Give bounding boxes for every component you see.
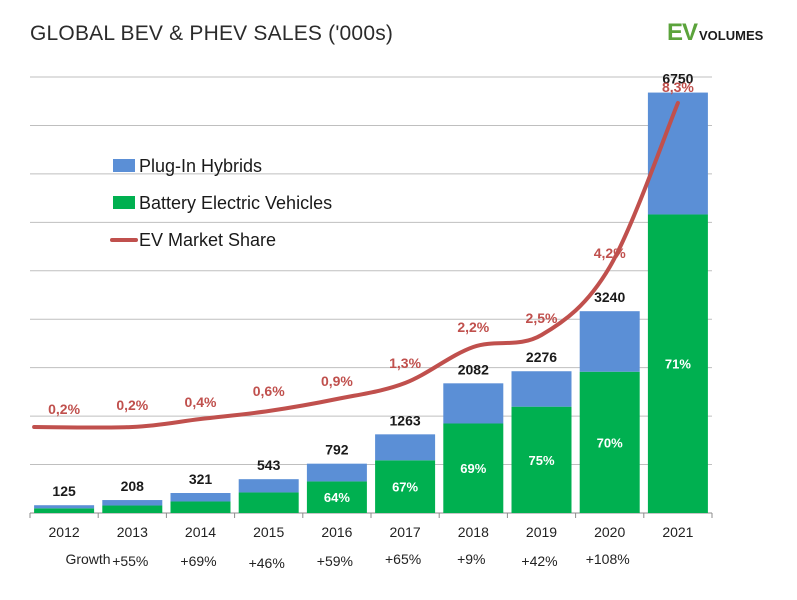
x-tick-label: 2013 (117, 524, 148, 540)
bar-bev-share-label: 67% (392, 480, 418, 495)
bar-phev-2015 (238, 479, 299, 493)
bar-phev-2014 (170, 493, 231, 502)
x-tick-label: 2014 (185, 524, 216, 540)
x-tick-label: 2018 (458, 524, 489, 540)
bar-total-label: 792 (325, 442, 349, 458)
bar-bev-2018 (443, 423, 504, 513)
legend-phev-swatch (113, 159, 135, 172)
x-tick-label: 2017 (390, 524, 421, 540)
bar-total-label: 125 (52, 483, 76, 499)
legend-share-label: EV Market Share (139, 230, 276, 250)
growth-value: +69% (180, 553, 216, 569)
legend-phev-label: Plug-In Hybrids (139, 156, 262, 176)
market-share-label: 8,3% (662, 79, 694, 95)
bar-bev-2017 (375, 460, 436, 513)
growth-value: +9% (457, 551, 485, 567)
bar-phev-2017 (375, 434, 436, 461)
bar-total-label: 2276 (526, 349, 557, 365)
x-tick-label: 2020 (594, 524, 625, 540)
bar-bev-share-label: 69% (460, 461, 486, 476)
bar-bev-2016 (306, 481, 367, 513)
market-share-label: 4,2% (594, 245, 626, 261)
growth-value: +42% (521, 553, 557, 569)
x-tick-label: 2019 (526, 524, 557, 540)
growth-value: +46% (249, 555, 285, 571)
bar-bev-2021 (647, 214, 708, 513)
growth-value: +108% (586, 551, 630, 567)
x-tick-label: 2012 (49, 524, 80, 540)
market-share-label: 2,2% (457, 319, 489, 335)
bar-phev-2020 (579, 311, 640, 372)
bar-total-label: 1263 (390, 412, 421, 428)
chart-title: GLOBAL BEV & PHEV SALES ('000s) (30, 22, 394, 45)
market-share-line (32, 101, 680, 430)
bar-total-label: 2082 (458, 361, 489, 377)
bar-bev-2013 (102, 505, 163, 513)
bar-bev-2014 (170, 501, 231, 513)
growth-label: Growth (65, 551, 110, 567)
logo-volumes-text: VOLUMES (699, 28, 764, 43)
market-share-label: 1,3% (389, 355, 421, 371)
market-share-label: 0,2% (116, 397, 148, 413)
bar-bev-2019 (511, 406, 572, 513)
growth-value: +65% (385, 551, 421, 567)
x-tick-label: 2021 (662, 524, 693, 540)
bar-bev-2012 (34, 508, 95, 513)
bar-total-label: 6750 (662, 71, 693, 87)
ev-volumes-logo: EV VOLUMES (667, 19, 763, 47)
bar-bev-share-label: 75% (528, 453, 554, 468)
bar-phev-2012 (34, 505, 95, 509)
x-tick-label: 2015 (253, 524, 284, 540)
bar-total-label: 543 (257, 457, 281, 473)
growth-value: +59% (317, 553, 353, 569)
bar-phev-2019 (511, 371, 572, 407)
bar-total-label: 208 (121, 478, 145, 494)
market-share-label: 0,6% (253, 383, 285, 399)
bar-phev-2013 (102, 500, 163, 506)
growth-value: +55% (112, 553, 148, 569)
market-share-label: 0,2% (48, 401, 80, 417)
bar-phev-2018 (443, 383, 504, 424)
bar-bev-2020 (579, 371, 640, 513)
bar-total-label: 321 (189, 471, 213, 487)
bar-bev-share-label: 71% (665, 357, 691, 372)
market-share-label: 2,5% (526, 310, 558, 326)
legend-bev-label: Battery Electric Vehicles (139, 193, 332, 213)
market-share-label: 0,4% (185, 394, 217, 410)
legend-bev-swatch (113, 196, 135, 209)
bar-bev-share-label: 70% (597, 435, 623, 450)
bar-total-label: 3240 (594, 289, 625, 305)
x-tick-label: 2016 (321, 524, 352, 540)
market-share-label: 0,9% (321, 373, 353, 389)
bar-bev-share-label: 64% (324, 490, 350, 505)
logo-ev-text: EV (667, 19, 698, 46)
bar-phev-2016 (306, 463, 367, 482)
bar-bev-2015 (238, 492, 299, 513)
